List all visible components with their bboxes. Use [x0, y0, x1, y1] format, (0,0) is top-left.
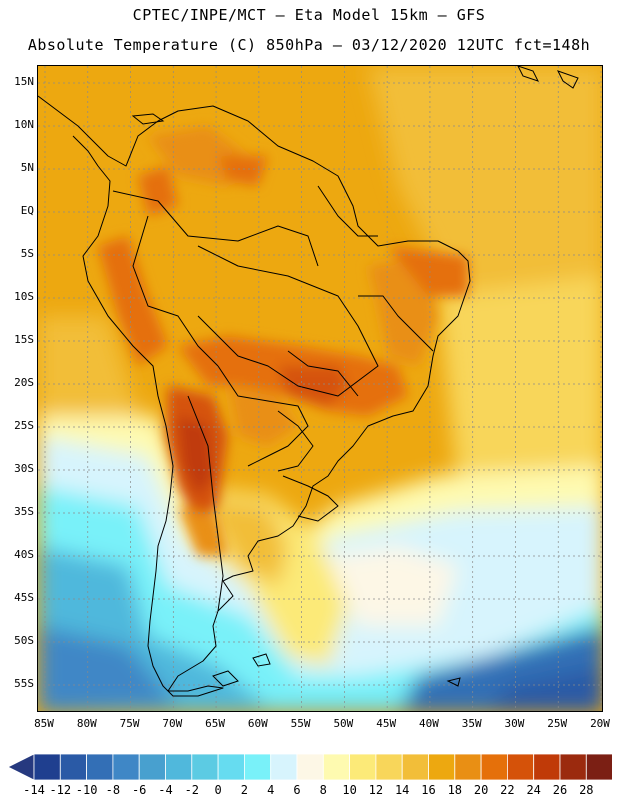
colorbar-cell	[480, 754, 508, 780]
colorbar-tick-label: 26	[552, 783, 568, 797]
lat-label: EQ	[20, 204, 34, 217]
colorbar-tick-label: 8	[319, 783, 327, 797]
lon-label: 85W	[34, 717, 54, 730]
colorbar-low-end	[8, 754, 35, 780]
colorbar-cell	[59, 754, 87, 780]
lat-label: 25S	[14, 419, 34, 432]
colorbar-cell	[506, 754, 535, 780]
colorbar-tick-label: -2	[184, 783, 200, 797]
lat-label: 15S	[14, 333, 34, 346]
lat-label: 10S	[14, 290, 34, 303]
lat-label: 40S	[14, 548, 34, 561]
coastlines	[38, 95, 471, 697]
colorbar-cell	[428, 754, 456, 780]
lat-label: 15N	[14, 75, 34, 88]
lat-label: 45S	[14, 591, 34, 604]
colorbar-tick-label: 20	[473, 783, 489, 797]
lon-label: 20W	[590, 717, 610, 730]
colorbar-cell	[270, 754, 298, 780]
colorbar-tick-label: -6	[131, 783, 147, 797]
lat-label: 55S	[14, 677, 34, 690]
title-line-1: CPTEC/INPE/MCT – Eta Model 15km – GFS	[132, 6, 486, 24]
lat-label: 5S	[20, 247, 34, 260]
colorbar-cell	[191, 754, 219, 780]
colorbar-cell	[349, 754, 377, 780]
colorbar-tick-label: 28	[579, 783, 594, 797]
lat-label: 50S	[14, 634, 34, 647]
lon-label: 75W	[119, 717, 140, 730]
colorbar-tick-label: 10	[342, 783, 357, 797]
map-canvas	[38, 66, 602, 711]
colorbar-tick-label: 16	[421, 783, 436, 797]
temperature-map[interactable]	[37, 65, 603, 712]
colorbar-tick-label: 14	[394, 783, 410, 797]
colorbar-tick-label: 2	[240, 783, 248, 797]
colorbar-cell	[559, 754, 587, 780]
lon-label: 40W	[418, 717, 439, 730]
colorbar-tick-label: -12	[49, 783, 72, 797]
lon-label: 30W	[504, 717, 525, 730]
lat-label: 10N	[14, 118, 34, 131]
lon-label: 70W	[162, 717, 183, 730]
lat-label: 20S	[14, 376, 34, 389]
colorbar-tick-label: -4	[158, 783, 173, 797]
lon-label: 45W	[376, 717, 397, 730]
colorbar-cell	[533, 754, 561, 780]
colorbar-cell	[165, 754, 193, 780]
colorbar-cell	[454, 754, 482, 780]
colorbar-tick-label: 4	[267, 783, 275, 797]
lon-label: 25W	[547, 717, 568, 730]
colorbar-cell	[296, 754, 324, 780]
colorbar-tick-label: 0	[214, 783, 222, 797]
colorbar-cell	[138, 754, 166, 780]
lat-label: 35S	[14, 505, 34, 518]
colorbar-cell	[217, 754, 245, 780]
islands	[131, 66, 579, 687]
colorbar-tick-label: 24	[526, 783, 541, 797]
colorbar-tick-label: 18	[447, 783, 463, 797]
colorbar-cell	[112, 754, 140, 780]
colorbar-tick-label: 6	[293, 783, 301, 797]
lat-label: 30S	[14, 462, 34, 475]
colorbar-tick-label: 12	[368, 783, 384, 797]
graticule	[38, 66, 602, 711]
lon-label: 50W	[333, 717, 354, 730]
colorbar-cell	[585, 754, 612, 780]
colorbar-cell	[401, 754, 429, 780]
lon-label: 55W	[290, 717, 311, 730]
lon-label: 80W	[76, 717, 97, 730]
color-scale-bar	[8, 754, 612, 780]
colorbar-cell	[375, 754, 403, 780]
colorbar-tick-label: 22	[500, 783, 515, 797]
lon-label: 60W	[247, 717, 268, 730]
colorbar-tick-label: -14	[23, 783, 45, 797]
temperature-field	[38, 66, 602, 711]
colorbar-tick-label: -8	[105, 783, 121, 797]
colorbar-tick-label: -10	[75, 783, 98, 797]
colorbar-cell	[86, 754, 114, 780]
lon-label: 35W	[461, 717, 482, 730]
title-line-2: Absolute Temperature (C) 850hPa – 03/12/…	[27, 36, 591, 54]
lat-label: 5N	[20, 161, 34, 174]
colorbar-cell	[33, 754, 61, 780]
colorbar-cell	[322, 754, 350, 780]
lon-label: 65W	[205, 717, 226, 730]
colorbar-cell	[243, 754, 272, 780]
